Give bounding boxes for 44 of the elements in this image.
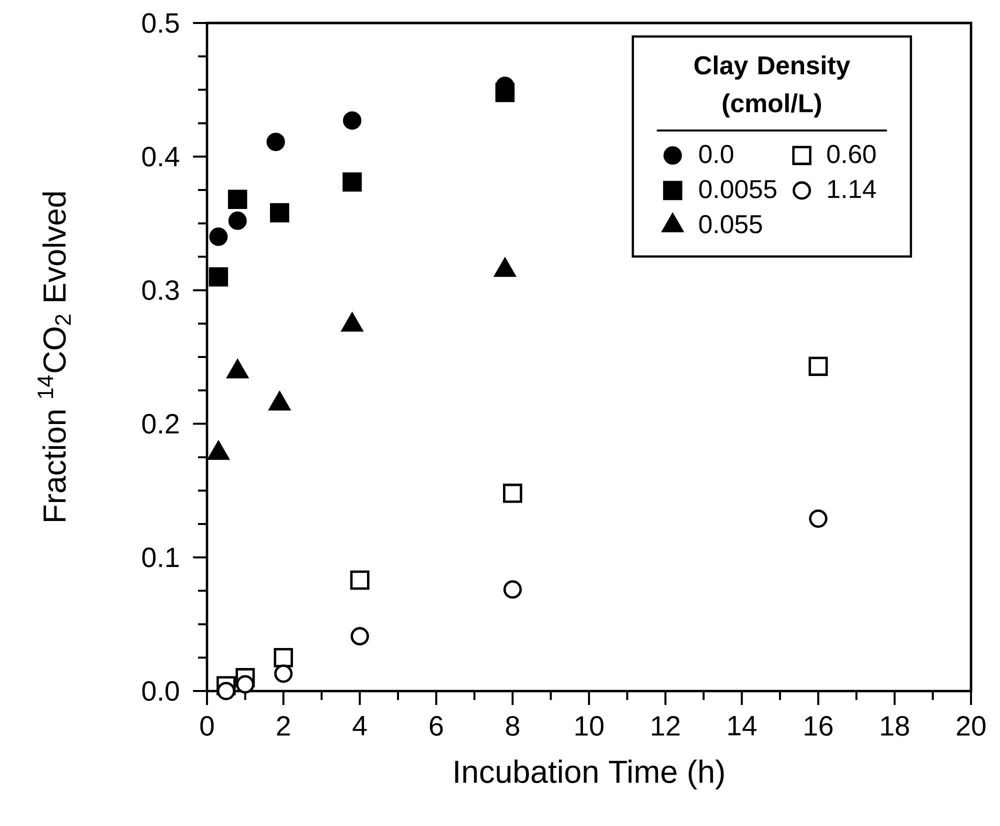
point xyxy=(495,82,515,102)
legend-label: 0.055 xyxy=(699,215,762,234)
point xyxy=(274,648,294,668)
point xyxy=(274,664,293,683)
y-tick-label: 0.1 xyxy=(142,548,179,568)
x-tick-label: 2 xyxy=(277,716,290,736)
y-tick-label: 0.2 xyxy=(142,414,179,434)
point xyxy=(266,132,285,152)
point xyxy=(350,627,370,646)
x-tick-label: 18 xyxy=(881,716,909,736)
point xyxy=(228,212,247,230)
legend-label: 0.0055 xyxy=(699,180,776,198)
point xyxy=(236,675,254,694)
x-tick-label: 4 xyxy=(352,716,367,736)
point xyxy=(350,570,370,590)
x-tick-label: 0 xyxy=(200,716,214,736)
point xyxy=(228,190,248,209)
legend-label: 1.14 xyxy=(828,180,876,198)
y-tick-label: 0.0 xyxy=(142,681,179,701)
y-tick-label: 0.3 xyxy=(142,280,179,300)
point xyxy=(342,172,362,192)
x-tick-label: 16 xyxy=(804,716,832,736)
point xyxy=(342,111,362,130)
y-tick-label: 0.5 xyxy=(142,13,179,33)
y-tick-label: 0.4 xyxy=(142,146,180,166)
legend-label: 0.0 xyxy=(699,144,734,164)
point xyxy=(503,484,522,503)
point xyxy=(809,509,828,528)
x-tick-label: 12 xyxy=(652,716,680,736)
legend-label: 0.60 xyxy=(827,144,876,164)
x-tick-label: 10 xyxy=(576,716,604,736)
x-axis-title: Incubation Time (h) xyxy=(455,760,724,790)
y-axis-title: Fraction $^{14}$CO$_{2}$ Evolved xyxy=(38,192,71,522)
legend-title: Clay Density (cmol/L) xyxy=(694,56,850,118)
point xyxy=(503,580,522,599)
x-tick-label: 14 xyxy=(728,716,757,736)
x-tick-label: 8 xyxy=(506,716,520,736)
x-tick-label: 20 xyxy=(956,716,986,736)
point xyxy=(216,682,236,700)
point xyxy=(209,228,228,246)
point xyxy=(208,267,228,286)
x-tick-label: 6 xyxy=(430,716,443,736)
point xyxy=(270,203,290,222)
point xyxy=(808,356,828,376)
